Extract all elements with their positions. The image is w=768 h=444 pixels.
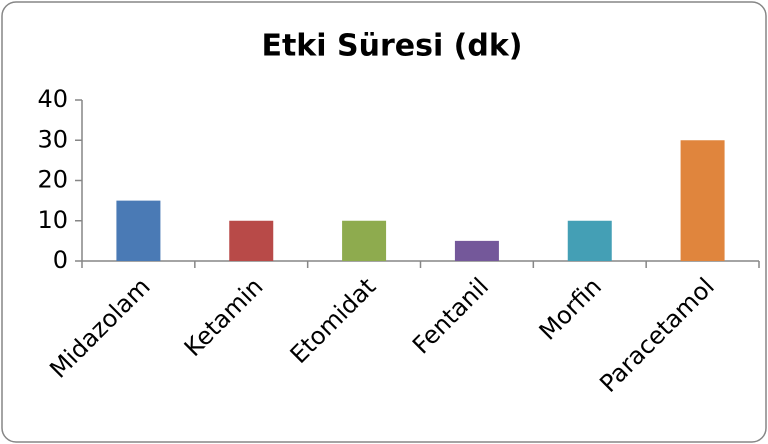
y-tick-label: 10 — [37, 206, 68, 234]
bar — [342, 220, 387, 261]
bar — [229, 220, 274, 261]
y-tick-label: 20 — [37, 166, 68, 194]
y-tick-label: 0 — [53, 246, 68, 274]
bar — [454, 240, 499, 261]
bar — [680, 140, 725, 261]
bar — [116, 200, 161, 261]
y-tick-label: 30 — [37, 125, 68, 153]
chart-title: Etki Süresi (dk) — [261, 29, 522, 64]
y-tick-label: 40 — [37, 85, 68, 113]
bar — [567, 220, 612, 261]
